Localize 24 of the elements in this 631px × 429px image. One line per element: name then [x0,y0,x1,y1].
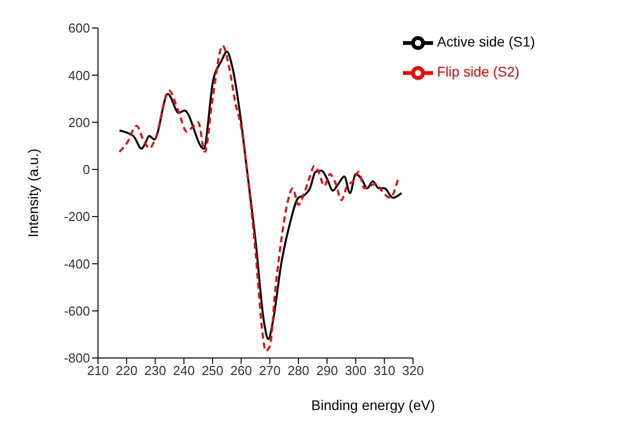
y-tick-label: -200 [64,209,90,224]
x-tick-label: 260 [230,363,252,378]
x-tick-label: 220 [116,363,138,378]
x-tick-label: 280 [288,363,310,378]
y-tick-label: 0 [82,162,90,178]
y-tick-label: -400 [64,256,90,272]
y-axis-title: Intensity (a.u.) [24,148,41,238]
x-tick-label: 320 [402,363,424,378]
x-tick-label: 210 [87,363,109,378]
legend-label: Active side (S1) [437,34,536,50]
x-tick-label: 230 [144,363,166,378]
y-tick-label: -600 [64,303,90,318]
x-tick-label: 250 [202,363,224,378]
y-tick-label: -800 [64,350,90,366]
y-tick-label: 200 [68,114,90,130]
x-tick-label: 300 [344,363,367,378]
y-tick-label: 600 [68,20,90,36]
legend-label: Flip side (S2) [437,64,520,80]
x-tick-label: 310 [374,363,396,378]
y-tick-label: 400 [68,68,90,83]
x-axis-title: Binding energy (eV) [311,397,435,413]
x-tick-label: 290 [316,363,338,378]
x-tick-label: 240 [173,363,195,378]
x-tick-label: 270 [258,363,281,378]
